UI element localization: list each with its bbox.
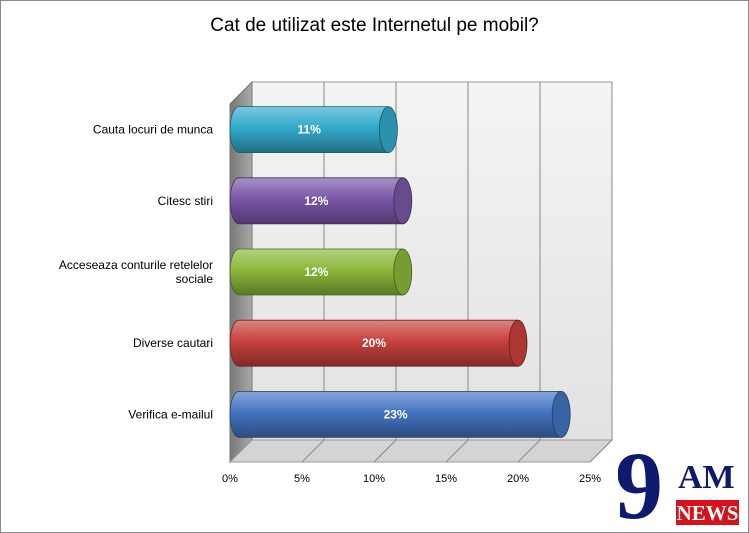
- data-label: 11%: [298, 123, 322, 137]
- gridline-floor: [589, 439, 613, 463]
- x-tick-labels: 0% 5% 10% 15% 20% 25%: [222, 473, 601, 485]
- bar-body: [229, 319, 519, 367]
- bar-cap: [378, 106, 398, 154]
- bar-cap: [393, 177, 413, 225]
- x-tick-label: 0%: [222, 473, 238, 485]
- gridline-floor: [373, 439, 397, 463]
- gridline-floor: [517, 439, 541, 463]
- data-label: 12%: [304, 265, 328, 279]
- gridline-floor: [445, 439, 469, 463]
- logo-am: AM: [678, 459, 735, 496]
- bar-cap: [551, 390, 571, 438]
- logo-news: NEWS: [677, 501, 739, 525]
- data-label: 20%: [362, 336, 386, 350]
- category-label: Citesc stiri: [158, 194, 213, 208]
- bar-3: 20%: [229, 319, 528, 367]
- gridline-floor: [301, 439, 325, 463]
- bar-body: [229, 248, 404, 296]
- 9am-news-logo: 9 AM NEWS: [618, 442, 739, 528]
- category-labels: Cauta locuri de munca Citesc stiri Accesea…: [59, 123, 213, 422]
- bar-body: [229, 391, 562, 438]
- bar-cap: [393, 248, 413, 296]
- x-tick-label: 10%: [363, 473, 385, 485]
- category-label: Cauta locuri de munca: [93, 123, 213, 137]
- category-label: Acceseaza conturile retelelor sociale: [59, 258, 213, 286]
- data-label: 12%: [304, 194, 328, 208]
- x-tick-label: 20%: [507, 473, 529, 485]
- chart-title: Cat de utilizat este Internetul pe mobil…: [210, 15, 539, 36]
- logo-news-band: [676, 500, 739, 525]
- floor: [228, 439, 614, 463]
- category-label: Diverse cautari: [133, 336, 213, 350]
- category-label: Verifica e-mailul: [128, 407, 213, 421]
- bar-body: [229, 177, 404, 225]
- bars: 11% 12% 12% 20% 23%: [229, 106, 571, 438]
- data-label: 23%: [384, 407, 408, 421]
- bar-body: [229, 106, 389, 153]
- bar-cap: [508, 319, 528, 367]
- bar-4: 23%: [229, 390, 571, 438]
- bar-1: 12%: [229, 177, 413, 225]
- x-tick-label: 15%: [435, 473, 457, 485]
- bar-0: 11%: [229, 106, 398, 154]
- bar-2: 12%: [229, 248, 413, 296]
- logo-number: 9: [618, 442, 663, 528]
- x-tick-label: 25%: [579, 473, 601, 485]
- x-tick-label: 5%: [294, 473, 310, 485]
